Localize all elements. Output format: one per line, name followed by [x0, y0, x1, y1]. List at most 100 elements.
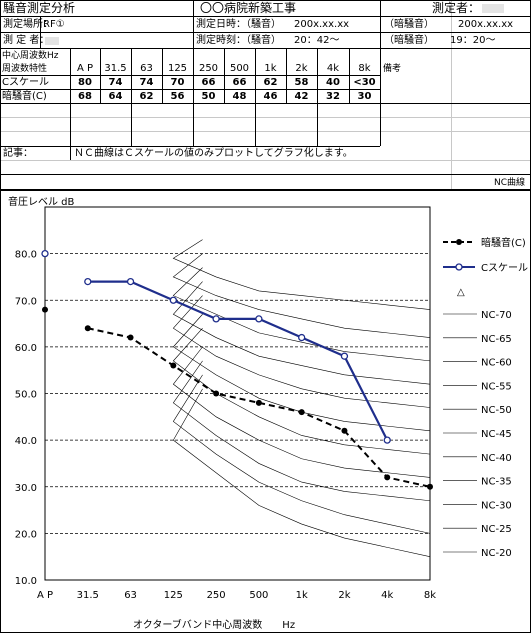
dark-noise-series-line — [87, 327, 431, 488]
y-tick-label: 30.0 — [15, 483, 37, 494]
measurer-label: 測定者： — [432, 1, 481, 15]
band-header-7: 2k — [295, 63, 308, 74]
nc-curve-line — [172, 281, 431, 385]
dark-noise-value-7: 42 — [294, 91, 309, 102]
date-dark-label: （暗騒音） — [384, 19, 434, 30]
dark-noise-point — [427, 483, 433, 490]
date-label: 測定日時：（騒音） — [196, 19, 281, 30]
c-scale-series-line — [87, 280, 389, 441]
dark-noise-value-2: 62 — [139, 91, 154, 102]
nc-curve-line — [172, 267, 431, 362]
c-scale-point — [340, 352, 349, 360]
dark-noise-point — [84, 325, 91, 332]
dark-noise-point — [384, 474, 391, 481]
time-dark-label: （暗騒音） — [384, 35, 434, 46]
measurer2-label: 測 定 者： — [3, 35, 50, 46]
x-tick-label: A P — [37, 590, 53, 601]
legend-nc-label: NC-45 — [481, 429, 512, 440]
band-header-2: 63 — [140, 63, 153, 74]
dark-noise-value-0: 68 — [78, 91, 92, 102]
x-tick-label: 500 — [249, 590, 268, 601]
dark-noise-row-label: 暗騒音(C) — [2, 91, 47, 102]
time-label: 測定時刻：（騒音） — [196, 35, 281, 46]
c-scale-value-0: 80 — [78, 77, 92, 88]
y-tick-label: 20.0 — [15, 529, 37, 540]
x-tick-label: 1k — [296, 590, 308, 601]
x-tick-label: 63 — [124, 590, 137, 601]
plot-area: 10.0 20.0 30.0 40.0 50.0 60.0 70.0 80.0 A P 31.5 6… — [15, 206, 436, 601]
dark-noise-value-1: 64 — [108, 91, 123, 102]
location-label: 測定場所： — [3, 19, 53, 30]
legend-nc-label: NC-25 — [481, 524, 512, 535]
c-scale-value-6: 62 — [263, 77, 278, 88]
y-tick-label: 60.0 — [15, 343, 37, 354]
legend-dark-noise-marker — [456, 239, 462, 245]
c-scale-value-9: <30 — [353, 77, 376, 88]
dark-noise-value-6: 46 — [263, 91, 278, 102]
c-scale-point — [84, 277, 92, 286]
x-tick-label: 4k — [381, 590, 393, 601]
dark-noise-point — [170, 362, 177, 369]
c-scale-value-3: 70 — [170, 77, 185, 88]
legend-nc-label: NC-65 — [481, 334, 512, 345]
remarks-header: 備考 — [383, 64, 402, 74]
c-scale-point — [383, 436, 391, 444]
legend-triangle-marker: △ — [457, 287, 465, 298]
c-scale-value-5: 66 — [232, 77, 247, 88]
dark-noise-value-4: 50 — [201, 91, 216, 102]
legend-nc-label: NC-55 — [481, 381, 512, 392]
dark-noise-point — [255, 399, 262, 406]
dark-noise-point — [298, 409, 305, 416]
nc-curve-line — [172, 388, 431, 557]
x-axis-label: オクターブバンド中心周波数 Hz — [133, 618, 295, 631]
y-tick-label: 80.0 — [15, 250, 37, 261]
nc-curve-line — [172, 360, 431, 502]
band-header-1: 31.5 — [104, 63, 127, 74]
band-header-4: 250 — [198, 63, 219, 74]
nc-curve-tag: NC曲線 — [494, 178, 526, 188]
measurer-name-redacted — [482, 4, 504, 13]
legend-nc-label: NC-30 — [481, 500, 512, 511]
c-scale-value-1: 74 — [108, 77, 123, 88]
band-header-0: A P — [76, 63, 94, 74]
c-scale-value-8: 40 — [326, 77, 340, 88]
x-tick-label: 250 — [207, 590, 226, 601]
dark-noise-point — [42, 306, 48, 313]
nc-curve-chart: 音圧レベル dB オクターブバンド中心周波数 Hz 10.0 20.0 30.0 40… — [0, 190, 531, 633]
legend-nc-label: NC-35 — [481, 477, 512, 488]
note-text: ＮＣ曲線はＣスケールの値のみプロットしてグラフ化します。 — [74, 148, 353, 159]
location-value: RF① — [43, 19, 65, 30]
dark-noise-point — [341, 427, 348, 434]
band-header-9: 8k — [358, 63, 371, 74]
legend-nc-label: NC-40 — [481, 453, 512, 464]
c-scale-value-7: 58 — [294, 77, 309, 88]
date-dark-value: 200x.xx.xx — [458, 19, 514, 30]
freq-header-characteristic: 周波数特性 — [2, 64, 48, 74]
band-header-6: 1k — [264, 63, 277, 74]
freq-header-center: 中心周波数Hz — [2, 51, 59, 61]
c-scale-point — [255, 315, 263, 323]
c-scale-point — [126, 277, 135, 286]
c-scale-point — [212, 315, 220, 323]
y-tick-label: 10.0 — [15, 576, 37, 587]
c-scale-row-label: Cスケール — [2, 77, 49, 88]
dark-noise-value-9: 30 — [357, 91, 372, 102]
time-dark-value: 19：20～ — [450, 35, 496, 46]
band-header-3: 125 — [167, 63, 188, 74]
x-tick-label: 2k — [338, 590, 350, 601]
dark-noise-value-5: 48 — [232, 91, 247, 102]
band-header-8: 4k — [326, 63, 340, 74]
y-axis-label: 音圧レベル dB — [8, 195, 75, 208]
legend-nc-label: NC-50 — [481, 405, 512, 416]
c-scale-point — [298, 333, 306, 342]
nc-curve-line — [172, 346, 431, 478]
c-scale-value-2: 74 — [139, 77, 154, 88]
dark-noise-point — [213, 390, 220, 397]
sheet-title: 騒音測定分析 — [3, 1, 76, 15]
chart-frame — [0, 190, 531, 633]
y-tick-label: 50.0 — [15, 390, 37, 401]
nc-curve-line — [172, 239, 431, 310]
time-noise-value: 20：42～ — [294, 35, 340, 46]
nc-curve-line — [172, 328, 431, 455]
x-tick-label: 31.5 — [77, 590, 99, 601]
